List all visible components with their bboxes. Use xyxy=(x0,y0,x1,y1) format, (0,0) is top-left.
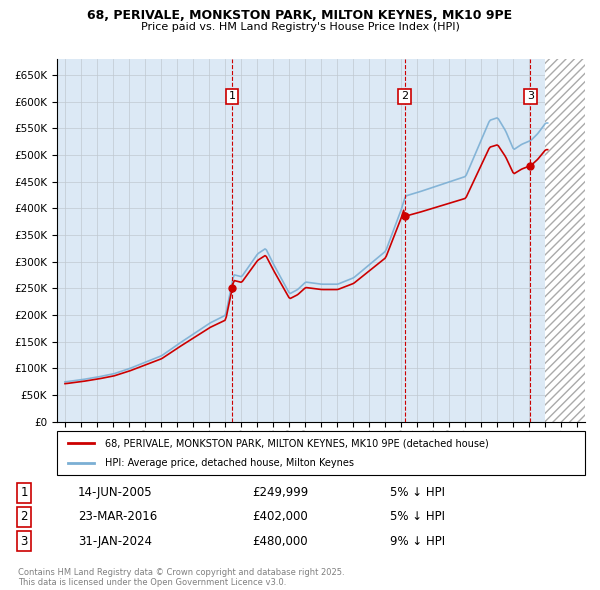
Bar xyxy=(545,59,585,422)
Text: 2: 2 xyxy=(401,91,408,101)
Text: HPI: Average price, detached house, Milton Keynes: HPI: Average price, detached house, Milt… xyxy=(104,458,353,467)
Text: £402,000: £402,000 xyxy=(252,510,308,523)
Text: 2: 2 xyxy=(20,510,28,523)
Text: 31-JAN-2024: 31-JAN-2024 xyxy=(78,535,152,548)
Text: 9% ↓ HPI: 9% ↓ HPI xyxy=(390,535,445,548)
Text: 3: 3 xyxy=(20,535,28,548)
Text: Price paid vs. HM Land Registry's House Price Index (HPI): Price paid vs. HM Land Registry's House … xyxy=(140,22,460,32)
Text: 1: 1 xyxy=(229,91,236,101)
Text: 5% ↓ HPI: 5% ↓ HPI xyxy=(390,510,445,523)
Text: Contains HM Land Registry data © Crown copyright and database right 2025.
This d: Contains HM Land Registry data © Crown c… xyxy=(18,568,344,587)
FancyBboxPatch shape xyxy=(57,431,585,475)
Text: 5% ↓ HPI: 5% ↓ HPI xyxy=(390,486,445,499)
Text: 1: 1 xyxy=(20,486,28,499)
Text: 68, PERIVALE, MONKSTON PARK, MILTON KEYNES, MK10 9PE: 68, PERIVALE, MONKSTON PARK, MILTON KEYN… xyxy=(88,9,512,22)
Text: 3: 3 xyxy=(527,91,534,101)
Text: 14-JUN-2005: 14-JUN-2005 xyxy=(78,486,152,499)
Bar xyxy=(545,59,585,422)
Text: 23-MAR-2016: 23-MAR-2016 xyxy=(78,510,157,523)
Text: £480,000: £480,000 xyxy=(252,535,308,548)
Text: £249,999: £249,999 xyxy=(252,486,308,499)
Text: 68, PERIVALE, MONKSTON PARK, MILTON KEYNES, MK10 9PE (detached house): 68, PERIVALE, MONKSTON PARK, MILTON KEYN… xyxy=(104,438,488,448)
